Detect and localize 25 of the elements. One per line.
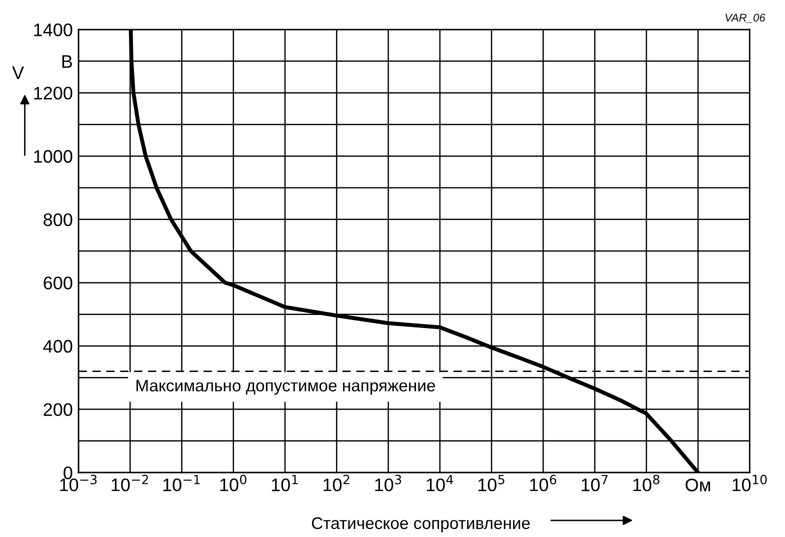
x-tick-label: 10$^{4}$ (426, 474, 454, 492)
x-tick-label: 10$^{−1}$ (163, 474, 200, 492)
x-tick-label: Ом (686, 478, 710, 492)
y-tick-label: 600 (44, 276, 72, 290)
x-tick-label: 10$^{10}$ (732, 474, 767, 492)
y-tick-label: В (62, 55, 72, 68)
text: VAR_06 (726, 14, 766, 23)
x-tick-label: 10$^{3}$ (375, 474, 402, 492)
x-tick-label: 10$^{2}$ (324, 474, 350, 492)
x-tick-label: 10$^{6}$ (530, 474, 556, 492)
x-tick-label: 10$^{−2}$ (112, 474, 148, 492)
x-tick-label: 10$^{0}$ (220, 474, 246, 492)
x-tick-label: 10$^{5}$ (478, 474, 504, 492)
x-tick-label: 10$^{7}$ (582, 474, 608, 492)
y-tick-label: 200 (44, 403, 72, 416)
y-tick-label: 1200 (34, 86, 72, 100)
y-tick-label: 1400 (34, 23, 72, 36)
x-tick-label: 10$^{8}$ (633, 474, 660, 492)
y-tick-label: 400 (43, 340, 72, 353)
y-axis-title: V (12, 66, 24, 79)
y-tick-label: 800 (44, 213, 72, 226)
x-tick-label: 10$^{1}$ (272, 474, 298, 492)
y-tick-label: 1000 (34, 150, 72, 163)
x-axis-title: Статическое сопротивление (312, 517, 530, 532)
ref-line-label: Максимально допустимое напряжение (136, 380, 435, 395)
